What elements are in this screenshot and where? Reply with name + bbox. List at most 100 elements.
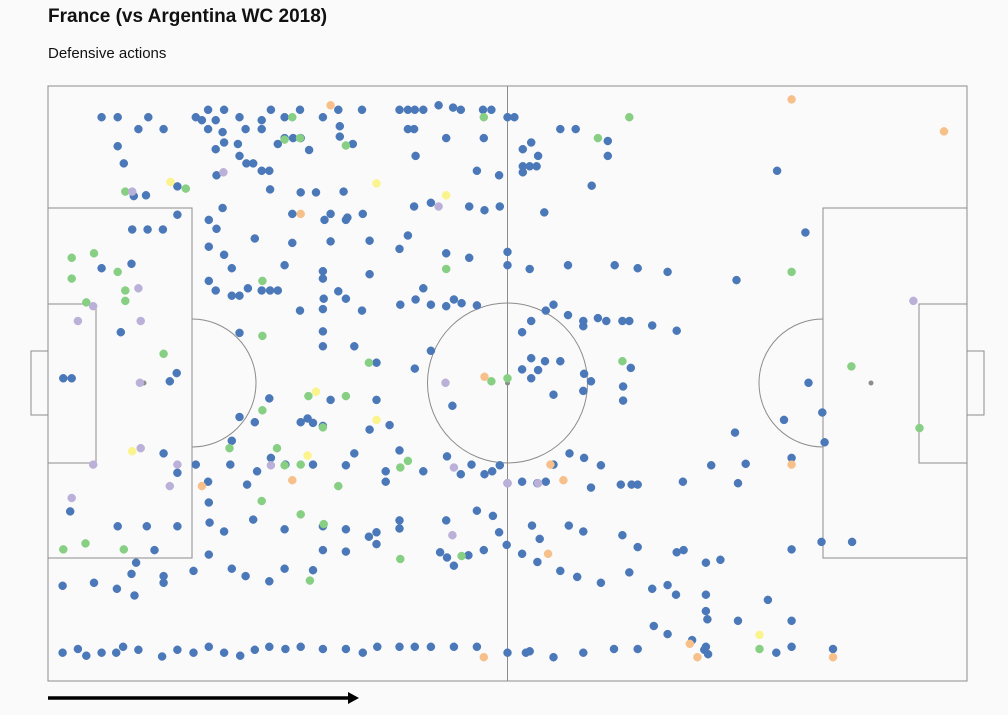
data-point-blue — [112, 584, 122, 594]
data-point-blue — [280, 564, 289, 573]
data-point-blue — [596, 461, 606, 470]
data-point-blue — [716, 555, 725, 565]
data-point-blue — [173, 645, 182, 655]
data-point-blue — [335, 121, 345, 131]
data-point-blue — [350, 342, 359, 351]
data-point-blue — [134, 124, 143, 134]
data-point-blue — [159, 449, 168, 458]
data-point-green — [113, 267, 122, 277]
data-point-blue — [409, 202, 419, 211]
data-point-purple — [909, 296, 918, 306]
data-point-blue — [549, 390, 558, 399]
data-point-green — [319, 519, 328, 529]
chart-subtitle: Defensive actions — [48, 45, 167, 62]
data-point-blue — [563, 260, 573, 270]
data-point-purple — [136, 443, 145, 453]
data-point-blue — [241, 571, 250, 581]
data-point-blue — [411, 151, 420, 161]
data-point-blue — [526, 316, 536, 326]
data-point-blue — [341, 215, 351, 225]
data-point-blue — [385, 420, 394, 430]
data-point-blue — [204, 276, 214, 286]
data-point-blue — [265, 166, 274, 176]
data-point-purple — [67, 493, 76, 503]
data-point-blue — [173, 468, 182, 478]
data-point-blue — [248, 515, 258, 524]
data-point-blue — [701, 590, 711, 599]
data-point-blue — [442, 452, 452, 461]
data-point-blue — [235, 151, 244, 161]
data-point-blue — [540, 208, 549, 217]
data-point-blue — [525, 264, 534, 274]
data-point-blue — [318, 112, 328, 122]
data-point-green — [305, 576, 315, 585]
data-point-blue — [472, 506, 482, 515]
data-point-blue — [618, 396, 628, 405]
data-point-blue — [318, 274, 328, 283]
data-point-purple — [73, 316, 83, 326]
data-point-blue — [426, 198, 436, 208]
data-point-blue — [441, 516, 451, 525]
data-point-orange — [288, 475, 297, 485]
data-point-orange — [787, 95, 796, 104]
data-point-green — [341, 141, 351, 150]
data-point-blue — [204, 242, 214, 251]
data-point-blue — [510, 112, 519, 122]
data-point-blue — [526, 353, 536, 363]
data-point-green — [396, 463, 405, 472]
data-point-purple — [173, 460, 182, 469]
data-point-purple — [533, 478, 543, 488]
data-point-green — [159, 349, 168, 359]
data-point-green — [364, 358, 374, 367]
data-point-blue — [265, 642, 274, 652]
data-point-blue — [411, 295, 420, 304]
data-point-blue — [701, 558, 711, 567]
data-point-blue — [197, 115, 207, 125]
data-point-blue — [441, 301, 451, 311]
data-point-blue — [173, 210, 182, 219]
data-point-blue — [203, 477, 213, 486]
data-point-blue — [227, 291, 237, 300]
data-point-blue — [252, 467, 262, 476]
data-point-blue — [296, 188, 305, 197]
data-point-blue — [593, 313, 603, 323]
data-point-blue — [165, 377, 175, 386]
data-point-blue — [633, 542, 642, 552]
data-point-blue — [235, 328, 244, 338]
data-point-blue — [334, 105, 343, 115]
data-point-green — [258, 276, 267, 286]
data-point-blue — [265, 577, 274, 586]
data-point-blue — [73, 644, 83, 654]
data-point-blue — [318, 545, 328, 555]
data-point-blue — [448, 401, 457, 411]
data-point-green — [396, 554, 405, 564]
data-point-purple — [503, 478, 512, 488]
data-point-blue — [403, 124, 413, 134]
data-point-blue — [341, 525, 351, 534]
data-point-blue — [503, 260, 512, 270]
data-point-blue — [241, 124, 250, 134]
data-point-green — [257, 496, 266, 506]
data-point-blue — [130, 591, 139, 600]
data-point-blue — [480, 469, 489, 479]
data-point-purple — [434, 202, 443, 211]
data-point-orange — [479, 652, 489, 662]
left-six-yard-box — [47, 303, 97, 464]
data-point-orange — [939, 127, 949, 136]
data-point-blue — [579, 369, 589, 379]
data-point-purple — [441, 378, 450, 388]
data-point-blue — [233, 139, 243, 149]
data-point-blue — [288, 209, 297, 219]
data-point-purple — [88, 460, 98, 469]
data-point-green — [67, 274, 76, 283]
data-point-blue — [116, 327, 126, 337]
data-point-blue — [141, 191, 151, 200]
right-goal — [966, 350, 985, 416]
data-point-blue — [318, 644, 328, 654]
data-point-blue — [434, 101, 443, 110]
data-point-blue — [487, 467, 497, 476]
data-point-blue — [467, 460, 476, 469]
data-point-yellow — [127, 446, 137, 456]
data-point-green — [272, 443, 282, 453]
data-point-green — [121, 296, 130, 306]
